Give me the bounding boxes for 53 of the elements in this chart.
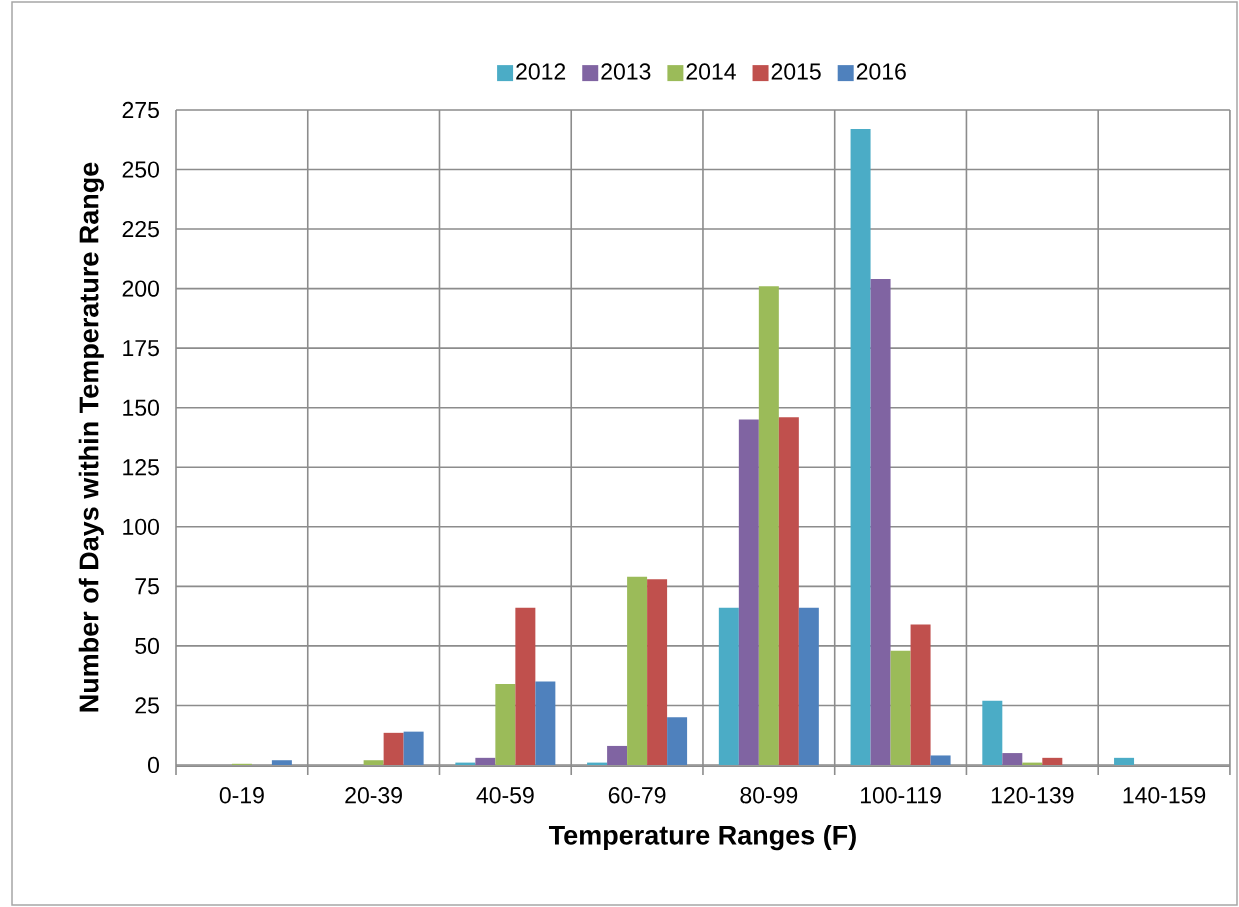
- bar: [627, 576, 648, 765]
- bar: [738, 419, 759, 765]
- x-tick-label: 0-19: [219, 787, 264, 804]
- bar: [475, 757, 496, 765]
- x-tick-label: 100-119: [860, 787, 941, 804]
- bar: [890, 650, 911, 765]
- x-tick-label: 140-159: [1123, 787, 1206, 804]
- bar: [647, 579, 668, 765]
- y-tick-label: 100: [123, 518, 159, 535]
- bar: [910, 624, 931, 765]
- x-tick-label: 20-39: [345, 787, 402, 804]
- bar: [1002, 753, 1023, 765]
- bar: [1042, 757, 1063, 765]
- bar: [363, 760, 384, 765]
- bar: [718, 607, 739, 765]
- bar: [798, 607, 819, 765]
- bar: [535, 681, 556, 765]
- bar: [271, 760, 292, 765]
- bar: [850, 129, 871, 765]
- bar: [403, 731, 424, 765]
- bar: [515, 607, 536, 765]
- y-tick-label: 50: [135, 637, 159, 655]
- y-tick-label: 175: [123, 340, 159, 357]
- x-tick-label: 80-99: [740, 787, 798, 804]
- y-tick-label: 225: [122, 220, 159, 238]
- bar: [778, 417, 799, 765]
- legend-label: 2016: [856, 63, 906, 80]
- bar: [758, 286, 779, 765]
- x-tick-label: 40-59: [476, 787, 534, 804]
- bar: [982, 700, 1003, 765]
- y-tick-label: 25: [135, 697, 159, 714]
- bar: [383, 732, 404, 765]
- bar: [930, 755, 951, 765]
- y-tick-label: 125: [123, 459, 159, 476]
- bar: [1114, 757, 1135, 765]
- y-tick-label: 75: [135, 578, 159, 595]
- bar: [870, 279, 891, 765]
- y-tick-label: 0: [148, 756, 159, 774]
- x-axis-title: Temperature Ranges (F): [548, 824, 856, 851]
- y-axis-title: Number of Days within Temperature Range: [78, 162, 104, 712]
- y-tick-label: 200: [122, 280, 159, 297]
- legend-label: 2014: [686, 63, 736, 80]
- x-tick-label: 120-139: [991, 787, 1074, 804]
- y-tick-label: 275: [122, 101, 159, 119]
- legend-label: 2015: [771, 63, 821, 80]
- legend-label: 2012: [516, 63, 566, 80]
- bar: [607, 745, 628, 765]
- y-tick-label: 150: [123, 399, 159, 416]
- legend-label: 2013: [601, 63, 651, 80]
- x-tick-label: 60-79: [608, 787, 666, 804]
- bar: [667, 717, 688, 765]
- y-tick-label: 250: [122, 161, 159, 178]
- bar: [495, 684, 516, 765]
